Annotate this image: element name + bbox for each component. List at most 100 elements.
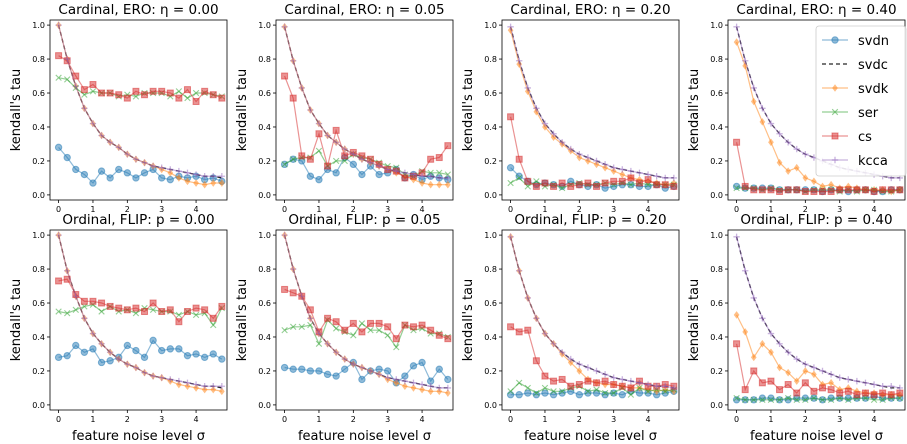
data-point-ser: [507, 388, 514, 395]
data-point-kcca: [627, 167, 635, 175]
data-point-cs: [289, 289, 297, 297]
x-tick-label: 0: [508, 415, 513, 424]
y-tick-label: 0.8: [710, 55, 723, 64]
data-point-cs: [827, 188, 835, 196]
data-point-ser: [610, 389, 617, 397]
data-point-svdn: [166, 175, 174, 184]
series-line-svdc: [509, 236, 674, 389]
data-point-kcca: [358, 156, 366, 163]
data-point-cs: [733, 340, 741, 348]
data-point-cs: [836, 186, 844, 194]
series-line-svdc: [509, 26, 674, 179]
legend-marker-ser: [831, 108, 839, 116]
y-tick-label: 1.0: [258, 231, 271, 240]
data-point-svdk: [793, 163, 800, 172]
x-tick-label: 3: [385, 415, 390, 424]
data-point-svdk: [585, 157, 591, 165]
panel-8: 0.0 0.2 0.4 0.6 0.8 1.0 0 1 2 3 4 Ordinal, FLIP: p …: [687, 212, 906, 444]
y-tick-label: 1.0: [710, 21, 723, 30]
data-point-ser: [802, 396, 809, 403]
y-tick-label: 0.2: [32, 367, 45, 376]
data-point-kcca: [507, 233, 514, 240]
data-point-cs: [801, 188, 809, 196]
data-point-kcca: [175, 377, 183, 385]
data-point-kcca: [533, 315, 540, 322]
data-point-kcca: [636, 379, 643, 387]
data-point-cs: [315, 130, 323, 138]
data-point-cs: [601, 179, 609, 187]
data-point-kcca: [375, 371, 383, 378]
data-point-kcca: [115, 144, 122, 151]
data-point-cs: [853, 391, 861, 399]
data-point-cs: [89, 297, 97, 305]
axes-frame: [275, 229, 454, 411]
y-tick-label: 0.6: [32, 89, 45, 98]
y-tick-label: 0.0: [710, 191, 723, 200]
y-tick-label: 0.8: [484, 265, 497, 274]
axes-frame: [49, 19, 228, 201]
legend-marker-kcca: [831, 156, 839, 164]
x-tick-label: 4: [420, 205, 425, 214]
data-point-cs: [435, 331, 443, 339]
legend-entry-ser: ser: [858, 106, 879, 121]
data-point-kcca: [767, 330, 775, 337]
data-point-cs: [584, 179, 592, 187]
data-point-svdn: [140, 353, 149, 362]
data-point-svdk: [759, 118, 766, 126]
data-point-kcca: [550, 340, 557, 347]
data-point-ser: [281, 327, 288, 334]
axes-frame: [275, 19, 454, 201]
data-point-svdk: [567, 358, 574, 367]
y-tick-label: 0.0: [32, 191, 45, 200]
data-point-kcca: [298, 84, 305, 92]
x-tick-label: 3: [837, 205, 842, 214]
data-point-kcca: [89, 330, 97, 337]
data-point-kcca: [436, 384, 443, 392]
data-point-kcca: [601, 161, 609, 168]
plot-area: [280, 22, 452, 189]
data-point-cs: [166, 89, 174, 97]
data-point-svdn: [115, 165, 123, 174]
data-point-kcca: [662, 383, 669, 390]
data-point-svdn: [541, 389, 549, 397]
data-point-cs: [427, 326, 435, 334]
series-line-kcca: [736, 236, 900, 389]
data-point-cs: [784, 381, 792, 389]
x-tick-label: 4: [872, 415, 877, 424]
data-point-ser: [315, 147, 323, 154]
legend-entry-kcca: kcca: [858, 154, 888, 169]
data-point-svdk: [802, 367, 809, 375]
panel-4: 0.0 0.2 0.4 0.6 0.8 1.0 0 1 2 3 4 Cardinal, ERO: η …: [687, 2, 906, 214]
y-tick-label: 1.0: [710, 231, 723, 240]
data-point-kcca: [324, 340, 331, 347]
legend-entry-cs: cs: [858, 130, 872, 145]
data-point-cs: [896, 186, 904, 194]
data-point-svdk: [733, 311, 740, 319]
data-point-cs: [349, 319, 357, 327]
data-point-kcca: [149, 372, 157, 380]
x-tick-label: 4: [420, 415, 425, 424]
data-point-cs: [750, 367, 758, 375]
data-point-kcca: [141, 159, 148, 166]
x-tick-label: 2: [351, 415, 356, 424]
axes-frame: [501, 229, 680, 411]
series-line-kcca: [510, 26, 674, 179]
panel-title: Ordinal, FLIP: p = 0.05: [288, 212, 440, 228]
data-point-svdn: [341, 365, 349, 373]
data-point-kcca: [541, 330, 549, 337]
data-point-kcca: [541, 120, 549, 127]
data-point-svdk: [218, 179, 225, 187]
data-point-kcca: [888, 383, 895, 390]
data-point-cs: [870, 188, 878, 196]
y-tick-label: 0.6: [484, 299, 497, 308]
data-point-kcca: [350, 360, 357, 368]
data-point-kcca: [845, 376, 852, 383]
x-tick-label: 4: [194, 415, 199, 424]
data-point-cs: [507, 323, 515, 331]
data-point-ser: [175, 88, 183, 95]
y-axis-label: kendall's tau: [235, 69, 250, 152]
data-point-svdn: [123, 169, 132, 177]
x-tick-label: 3: [611, 415, 616, 424]
data-point-kcca: [870, 381, 878, 388]
